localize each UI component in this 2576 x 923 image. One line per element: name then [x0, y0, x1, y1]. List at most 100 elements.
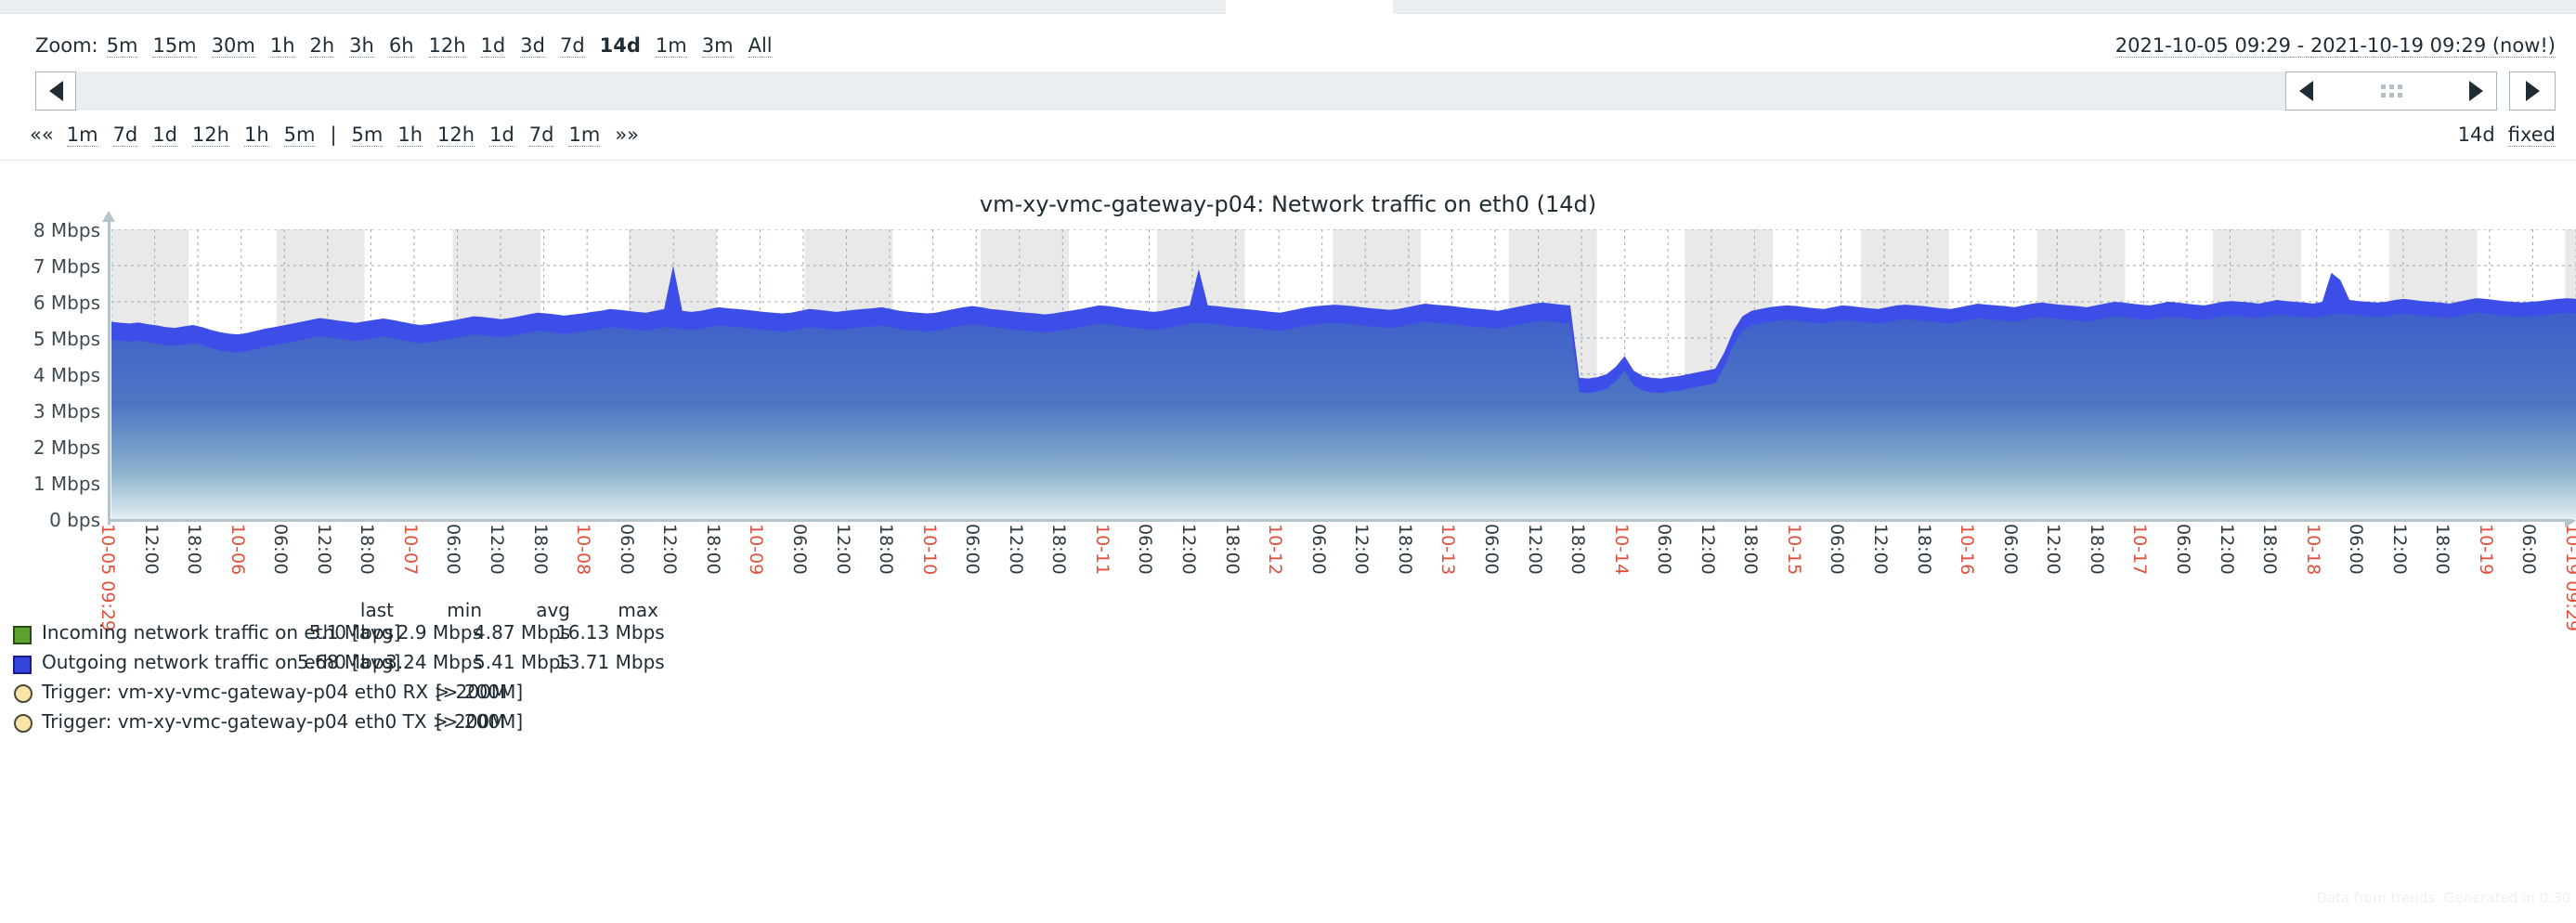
nav-back-1d[interactable]: 1d — [152, 124, 177, 147]
zoom-preset-3m[interactable]: 3m — [701, 34, 734, 58]
x-tick-1: 12:00 — [140, 524, 162, 575]
nav-forward-1d[interactable]: 1d — [489, 124, 514, 147]
slider-handle[interactable] — [2285, 72, 2497, 110]
handle-arrow-left-icon[interactable] — [2299, 81, 2313, 101]
x-tick-45: 12:00 — [2043, 524, 2064, 575]
x-tick-24: 06:00 — [1135, 524, 1156, 575]
x-tick-22: 18:00 — [1048, 524, 1070, 575]
y-tick-7: 7 Mbps — [33, 255, 100, 278]
legend-col-last: last — [359, 599, 394, 621]
duration-label: 14d — [2457, 124, 2495, 146]
x-tick-14: 18:00 — [702, 524, 723, 575]
legend-col-min: min — [447, 599, 482, 621]
x-tick-29: 12:00 — [1351, 524, 1373, 575]
time-slider[interactable] — [35, 72, 2556, 110]
zoom-preset-3d[interactable]: 3d — [520, 34, 545, 58]
zoom-preset-7d[interactable]: 7d — [559, 34, 585, 58]
zoom-preset-1d[interactable]: 1d — [480, 34, 506, 58]
zoom-preset-5m[interactable]: 5m — [106, 34, 138, 58]
nav-forward-5m[interactable]: 5m — [351, 124, 384, 147]
x-tick-3: 10-06 — [227, 524, 248, 576]
legend-trigger-name: Trigger: vm-xy-vmc-gateway-p04 eth0 RX >… — [42, 681, 508, 703]
slider-scroll-right-button[interactable] — [2509, 72, 2556, 110]
range-to[interactable]: 2021-10-19 09:29 (now!) — [2309, 34, 2556, 58]
y-tick-4: 4 Mbps — [33, 364, 100, 386]
x-tick-32: 06:00 — [1480, 524, 1502, 575]
slider-scroll-left-button[interactable] — [35, 72, 76, 110]
x-tick-55: 10-19 — [2475, 524, 2496, 576]
window-top-strip — [0, 0, 2576, 14]
zoom-preset-2h[interactable]: 2h — [309, 34, 335, 58]
x-tick-20: 06:00 — [962, 524, 983, 575]
nav-back-12h[interactable]: 12h — [191, 124, 229, 147]
legend-value-max: 16.13 Mbps — [556, 621, 665, 644]
x-tick-57: 10-19 09:29 — [2562, 524, 2576, 632]
x-tick-2: 18:00 — [184, 524, 205, 575]
nav-last-button[interactable]: »» — [615, 124, 640, 146]
graph-panel: vm-xy-vmc-gateway-p04: Network traffic o… — [0, 167, 2576, 923]
x-tick-50: 18:00 — [2259, 524, 2281, 575]
x-tick-49: 12:00 — [2216, 524, 2237, 575]
x-tick-39: 10-15 — [1783, 524, 1804, 576]
plot-area[interactable] — [111, 229, 2576, 519]
nav-forward-12h[interactable]: 12h — [437, 124, 475, 147]
y-tick-2: 2 Mbps — [33, 436, 100, 459]
nav-forward-1h[interactable]: 1h — [397, 124, 423, 147]
x-tick-40: 06:00 — [1827, 524, 1848, 575]
x-tick-4: 06:00 — [270, 524, 292, 575]
zoom-preset-All[interactable]: All — [748, 34, 773, 58]
x-tick-21: 12:00 — [1005, 524, 1026, 575]
legend-col-max: max — [618, 599, 658, 621]
legend-trigger-row: Trigger: vm-xy-vmc-gateway-p04 eth0 RX >… — [13, 681, 1313, 710]
zoom-preset-6h[interactable]: 6h — [388, 34, 414, 58]
x-tick-54: 18:00 — [2432, 524, 2453, 575]
y-tick-6: 6 Mbps — [33, 292, 100, 314]
x-tick-51: 10-18 — [2302, 524, 2323, 576]
x-tick-27: 10-12 — [1265, 524, 1286, 576]
incoming-traffic-area — [111, 312, 2576, 519]
fixed-toggle[interactable]: fixed — [2507, 124, 2556, 147]
chart-title: vm-xy-vmc-gateway-p04: Network traffic o… — [979, 191, 1597, 217]
x-tick-47: 10-17 — [2129, 524, 2151, 576]
x-tick-18: 18:00 — [876, 524, 897, 575]
zoom-preset-30m[interactable]: 30m — [211, 34, 255, 58]
zoom-presets: Zoom: 5m 15m 30m 1h 2h 3h 6h 12h 1d 3d 7d 14d 1m 3m Al… — [35, 34, 787, 58]
y-tick-5: 5 Mbps — [33, 328, 100, 350]
legend-header: last min avg max — [13, 599, 1313, 621]
range-from[interactable]: 2021-10-05 09:29 — [2114, 34, 2291, 58]
generation-watermark: Data from trends. Generated in 0.30 — [2316, 890, 2570, 906]
zoom-preset-1h[interactable]: 1h — [269, 34, 295, 58]
time-range-display: 2021-10-05 09:29 - 2021-10-19 09:29 (now… — [2114, 34, 2556, 58]
x-tick-28: 06:00 — [1308, 524, 1329, 575]
legend-value-avg: 4.87 Mbps — [474, 621, 570, 644]
nav-back-7d[interactable]: 7d — [112, 124, 138, 147]
zoom-preset-15m[interactable]: 15m — [152, 34, 197, 58]
x-tick-46: 18:00 — [2086, 524, 2107, 575]
legend-trigger-name: Trigger: vm-xy-vmc-gateway-p04 eth0 TX >… — [42, 710, 506, 733]
x-tick-10: 18:00 — [529, 524, 551, 575]
x-tick-26: 18:00 — [1221, 524, 1242, 575]
zoom-preset-12h[interactable]: 12h — [428, 34, 466, 58]
nav-forward-1m[interactable]: 1m — [568, 124, 601, 147]
zoom-preset-1m[interactable]: 1m — [655, 34, 687, 58]
grip-dots-icon[interactable] — [2380, 84, 2402, 98]
nav-separator: | — [330, 124, 337, 146]
zoom-preset-3h[interactable]: 3h — [349, 34, 374, 58]
nav-first-button[interactable]: «« — [30, 124, 54, 146]
x-tick-41: 12:00 — [1870, 524, 1892, 575]
handle-arrow-right-icon[interactable] — [2469, 81, 2483, 101]
nav-back-1h[interactable]: 1h — [243, 124, 269, 147]
x-tick-31: 10-13 — [1438, 524, 1459, 576]
traffic-area-chart — [111, 229, 2576, 519]
nav-back-1m[interactable]: 1m — [66, 124, 98, 147]
x-tick-36: 06:00 — [1654, 524, 1675, 575]
zoom-preset-14d[interactable]: 14d — [599, 34, 641, 57]
tab-gap-divider — [1393, 0, 1397, 14]
nav-back-5m[interactable]: 5m — [283, 124, 316, 147]
legend-col-avg: avg — [536, 599, 570, 621]
slider-track[interactable] — [76, 72, 2497, 110]
x-tick-35: 10-14 — [1610, 524, 1632, 576]
legend-trigger-expression: [> 200M] — [436, 681, 524, 703]
nav-forward-7d[interactable]: 7d — [528, 124, 554, 147]
legend-trigger-row: Trigger: vm-xy-vmc-gateway-p04 eth0 TX >… — [13, 710, 1313, 740]
